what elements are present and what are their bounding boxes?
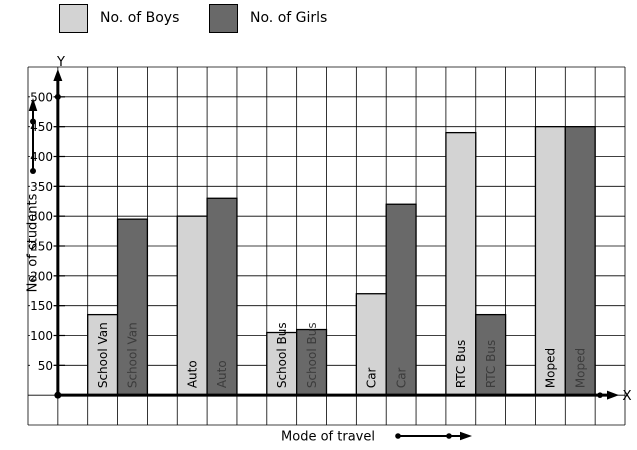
- y-tick-label-backing: [30, 148, 54, 164]
- y-tick-label-backing: [30, 327, 54, 343]
- bar-label-girls-school-van: School Van: [126, 322, 140, 388]
- y-tick-label: 250: [30, 240, 53, 254]
- x-title-arrowhead: [460, 431, 472, 441]
- bar-label-girls-school-bus: School Bus: [305, 322, 319, 388]
- bar-label-boys-rtc-bus: RTC Bus: [454, 340, 468, 388]
- x-title-arrow-dot-2: [446, 433, 452, 439]
- bar-boys-school-van: [87, 313, 119, 396]
- y-title-arrow-dot-1: [30, 118, 36, 125]
- x-title-arrow-dot-1: [395, 433, 401, 439]
- y-axis-arrowhead: [53, 69, 63, 81]
- y-tick-label: 350: [30, 180, 53, 194]
- y-tick-label: 200: [30, 269, 53, 283]
- legend-label-girls: No. of Girls: [250, 10, 328, 26]
- y-tick-label-backing: [30, 238, 54, 253]
- bar-label-girls-car: Car: [394, 367, 408, 388]
- y-title-arrowhead: [28, 98, 38, 111]
- y-tick-label: 300: [30, 210, 53, 224]
- y-tick-label-backing: [30, 357, 54, 373]
- legend-swatch-girls: [209, 4, 238, 33]
- y-tick-label: 400: [30, 150, 53, 164]
- y-axis-letter: Y: [56, 55, 65, 70]
- bar-boys-school-bus: [266, 331, 298, 396]
- y-tick-label-backing: [30, 267, 54, 283]
- x-axis-arrowhead: [607, 390, 619, 400]
- bar-label-boys-moped: Moped: [544, 348, 558, 388]
- bar-label-boys-car: Car: [364, 367, 378, 388]
- y-tick-label-backing: [30, 297, 54, 313]
- bar-label-girls-moped: Moped: [573, 348, 587, 388]
- y-tick-label-backing: [30, 118, 54, 134]
- y-axis-top-dot: [54, 93, 61, 100]
- bar-label-girls-rtc-bus: RTC Bus: [484, 340, 498, 388]
- x-axis-letter: X: [622, 388, 631, 404]
- bar-boys-car: [355, 293, 387, 396]
- y-tick-label-backing: [30, 208, 54, 224]
- bar-girls-car: [385, 203, 417, 396]
- bar-girls-school-van: [116, 218, 149, 396]
- y-tick-label: 500: [30, 90, 53, 104]
- bar-label-boys-auto: Auto: [185, 360, 199, 388]
- y-title-arrow-dot-2: [30, 168, 36, 174]
- bar-girls-moped: [564, 126, 596, 396]
- legend-swatch-boys: [59, 4, 88, 33]
- y-tick-label: 50: [38, 359, 53, 373]
- y-tick-label-backing: [30, 178, 54, 194]
- y-tick-label: 150: [30, 299, 53, 313]
- y-tick-label-backing: [30, 88, 54, 104]
- bar-girls-rtc-bus: [475, 313, 507, 396]
- bar-boys-rtc-bus: [445, 131, 477, 396]
- bar-label-boys-school-van: School Van: [96, 322, 110, 388]
- y-tick-label: 100: [30, 329, 53, 343]
- bar-label-boys-school-bus: School Bus: [275, 322, 289, 388]
- y-axis-title: No. of students: [25, 193, 41, 293]
- origin-dot: [54, 391, 62, 399]
- bar-label-girls-auto: Auto: [215, 360, 229, 388]
- bar-boys-moped: [534, 126, 566, 396]
- y-tick-label: 450: [30, 120, 53, 134]
- legend-label-boys: No. of Boys: [100, 10, 180, 26]
- bar-girls-auto: [206, 197, 238, 396]
- x-axis-end-dot: [597, 392, 603, 398]
- x-axis-title: Mode of travel: [281, 429, 375, 445]
